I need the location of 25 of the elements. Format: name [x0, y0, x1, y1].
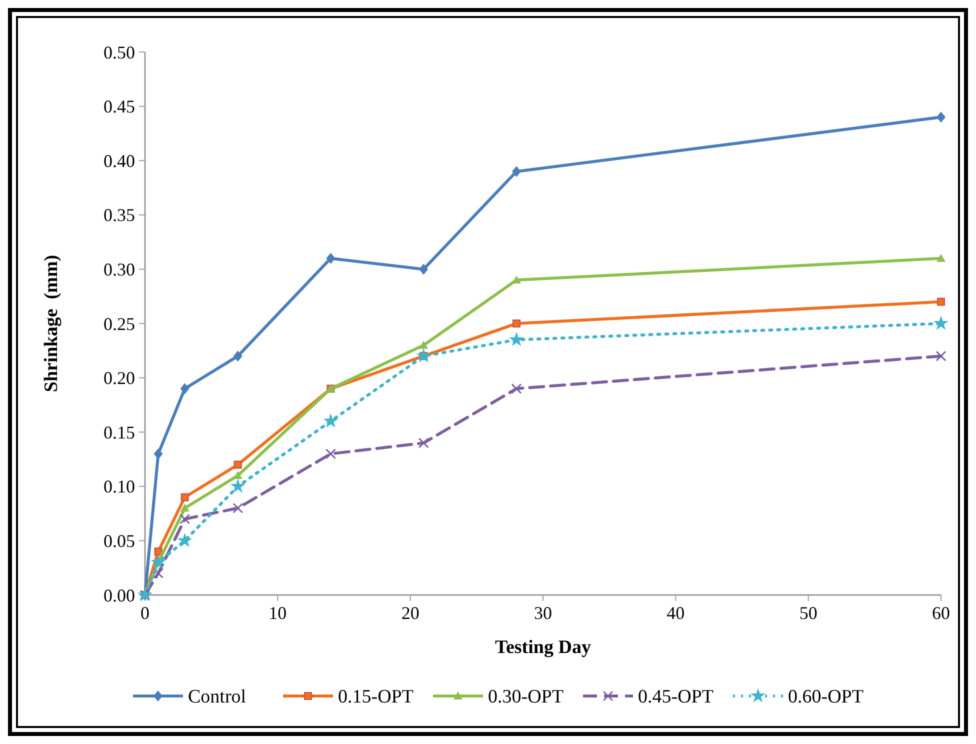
x-tick-label: 30 — [534, 603, 552, 623]
x-axis-title: Testing Day — [495, 637, 592, 658]
y-tick-label: 0.35 — [104, 205, 135, 226]
y-tick-label: 0.25 — [104, 314, 135, 334]
y-tick-label: 0.20 — [104, 368, 135, 388]
x-tick-label: 60 — [932, 603, 950, 623]
x-tick-label: 0 — [140, 603, 150, 623]
y-tick-label: 0.05 — [104, 531, 135, 551]
x-tick-label: 40 — [666, 603, 685, 623]
y-tick-label: 0.45 — [104, 96, 135, 117]
legend-label: 0.15-OPT — [338, 686, 414, 708]
y-tick-label: 0.00 — [104, 585, 135, 606]
x-tick-label: 10 — [268, 603, 287, 623]
legend-label: 0.30-OPT — [488, 686, 564, 708]
legend-label: 0.45-OPT — [638, 686, 714, 708]
y-tick-label: 0.40 — [104, 150, 135, 171]
y-tick-label: 0.30 — [104, 260, 135, 280]
y-tick-label: 0.10 — [104, 476, 135, 497]
legend-label: 0.60-OPT — [788, 686, 864, 708]
y-axis-title: Shrinkage (mm) — [41, 254, 62, 392]
legend-label: Control — [188, 686, 246, 708]
x-tick-label: 20 — [401, 603, 420, 623]
x-tick-label: 50 — [799, 603, 818, 623]
y-tick-label: 0.50 — [104, 42, 135, 62]
y-tick-label: 0.15 — [104, 422, 135, 442]
